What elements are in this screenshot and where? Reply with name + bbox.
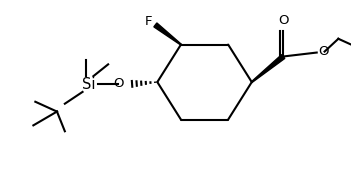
Text: F: F <box>145 15 152 28</box>
Text: O: O <box>278 14 289 27</box>
Polygon shape <box>154 23 181 45</box>
Polygon shape <box>251 55 285 82</box>
Text: Si: Si <box>82 77 95 92</box>
Text: O: O <box>319 45 329 58</box>
Text: O: O <box>113 77 124 90</box>
